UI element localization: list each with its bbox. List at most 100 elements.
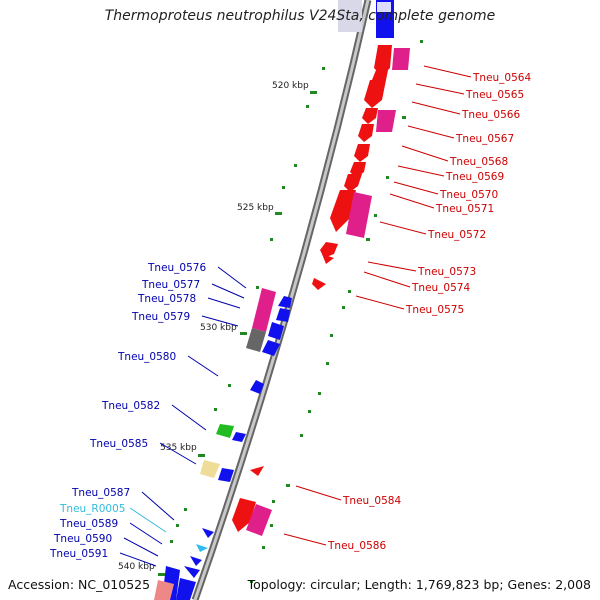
reverse-gene-label[interactable]: Tneu_0576 [147, 262, 206, 274]
reverse-gene-arrow [250, 380, 264, 394]
forward-gene-label[interactable]: Tneu_0571 [435, 203, 494, 215]
forward-gene-label[interactable]: Tneu_0573 [417, 266, 476, 278]
topology-text: Topology: circular; Length: 1,769,823 bp… [247, 577, 591, 592]
forward-gene-label[interactable]: Tneu_0568 [449, 156, 508, 168]
reverse-gene-label[interactable]: Tneu_0585 [89, 438, 148, 450]
gene-block [338, 0, 362, 32]
reverse-gene-arrow [184, 566, 200, 578]
tick-mark [198, 454, 205, 457]
forward-gene-label[interactable]: Tneu_0569 [445, 171, 504, 183]
reverse-gene-label[interactable]: Tneu_0578 [137, 293, 196, 305]
forward-label-group: Tneu_0564 Tneu_0565 Tneu_0566 Tneu_0567 Tneu… [283, 65, 531, 552]
forward-gene-label[interactable]: Tneu_0584 [342, 495, 401, 507]
forward-gene-arrow [312, 278, 326, 290]
tick-label: 520 kbp [272, 81, 309, 91]
reverse-gene-label[interactable]: Tneu_0589 [59, 518, 118, 530]
forward-gene-leader-line [411, 101, 461, 115]
gene-block [377, 2, 391, 12]
reverse-gene-arrow [196, 544, 208, 552]
forward-gene-arrow [374, 45, 392, 76]
reverse-gene-label[interactable]: Tneu_0590 [53, 533, 112, 545]
reverse-gene-leader-line [119, 552, 157, 567]
forward-gene-label[interactable]: Tneu_0566 [461, 109, 520, 121]
accession-text: Accession: NC_010525 [8, 577, 151, 592]
reverse-gene-arrow [176, 578, 196, 600]
forward-gene-leader-line [355, 295, 405, 310]
reverse-gene-leader-line [201, 315, 239, 327]
forward-gene-leader-line [379, 221, 427, 235]
forward-gene-leader-line [367, 261, 417, 272]
reverse-gene-label[interactable]: Tneu_0582 [101, 400, 160, 412]
reverse-gene-arrow [218, 468, 234, 482]
reverse-gene-leader-line [171, 404, 207, 431]
forward-gene-leader-line [423, 65, 472, 78]
forward-gene-label[interactable]: Tneu_0570 [439, 189, 498, 201]
forward-gene-leader-line [393, 181, 439, 195]
reverse-gene-leader-line [211, 283, 245, 299]
page-title: Thermoproteus neutrophilus V24Sta, compl… [104, 8, 496, 24]
reverse-gene-arrow [216, 424, 234, 438]
reverse-gene-label[interactable]: Tneu_0579 [131, 311, 190, 323]
reverse-gene-arrow [252, 288, 276, 332]
tick-label: 535 kbp [160, 443, 197, 453]
reverse-gene-arrow [278, 296, 292, 308]
reverse-gene-arrow [190, 556, 202, 566]
forward-gene-label[interactable]: Tneu_0567 [455, 133, 514, 145]
reverse-gene-arrow [232, 432, 246, 442]
reverse-gene-arrow [154, 580, 174, 600]
forward-gene-leader-line [295, 485, 342, 501]
tick-mark [240, 332, 247, 335]
tick-label: 525 kbp [237, 203, 274, 213]
forward-gene-label[interactable]: Tneu_0586 [327, 540, 386, 552]
reverse-gene-label[interactable]: Tneu_0580 [117, 351, 176, 363]
reverse-gene-arrow [202, 528, 214, 538]
tick-mark [158, 573, 165, 576]
forward-gene-leader-line [389, 193, 435, 209]
forward-gene-arrow [344, 174, 362, 192]
forward-gene-label[interactable]: Tneu_0565 [465, 89, 524, 101]
forward-gene-arrow [364, 80, 386, 108]
forward-gene-leader-line [401, 145, 449, 162]
tick-mark [275, 212, 282, 215]
tick-mark [310, 91, 317, 94]
forward-gene-arrow [250, 466, 264, 476]
reverse-gene-leader-line [207, 297, 241, 309]
forward-gene-arrow [322, 254, 334, 264]
forward-gene-label[interactable]: Tneu_0572 [427, 229, 486, 241]
forward-gene-leader-line [283, 533, 327, 546]
tick-label: 530 kbp [200, 323, 237, 333]
reverse-gene-arrow [262, 340, 280, 356]
reverse-gene-label[interactable]: Tneu_R0005 [59, 503, 125, 515]
reverse-gene-arrow [268, 322, 284, 340]
reverse-label-group: Tneu_0576 Tneu_0577 Tneu_0578 Tneu_0579 Tneu… [49, 262, 247, 567]
forward-gene-label[interactable]: Tneu_0574 [411, 282, 470, 294]
reverse-gene-arrow [276, 308, 290, 322]
forward-gene-arrow [346, 192, 372, 238]
reverse-gene-leader-line [123, 537, 159, 557]
reverse-gene-leader-line [129, 507, 167, 533]
forward-gene-arrow [376, 110, 396, 132]
forward-gene-arrow [330, 190, 356, 232]
reverse-gene-arrow [200, 460, 220, 478]
forward-gene-arrow [320, 242, 338, 258]
tick-label: 540 kbp [118, 562, 155, 572]
reverse-gene-leader-line [141, 491, 175, 521]
forward-gene-leader-line [397, 165, 445, 177]
forward-gene-arrow [358, 124, 374, 142]
tick-group: 520 kbp 525 kbp 530 kbp 535 kbp 540 kbp [118, 81, 317, 576]
reverse-gene-label[interactable]: Tneu_0591 [49, 548, 108, 560]
forward-gene-label[interactable]: Tneu_0564 [472, 72, 531, 84]
forward-gene-arrow [392, 48, 410, 70]
reverse-gene-label[interactable]: Tneu_0577 [141, 279, 200, 291]
forward-gene-leader-line [363, 271, 411, 288]
forward-gene-label[interactable]: Tneu_0575 [405, 304, 464, 316]
reverse-gene-arrow [246, 328, 266, 352]
reverse-gene-leader-line [129, 522, 163, 545]
gc-skew-markers [170, 40, 423, 583]
forward-gene-leader-line [415, 83, 465, 95]
forward-gene-leader-line [407, 125, 455, 139]
reverse-gene-leader-line [159, 442, 197, 465]
reverse-gene-label[interactable]: Tneu_0587 [71, 487, 130, 499]
forward-gene-arrow [354, 144, 370, 162]
